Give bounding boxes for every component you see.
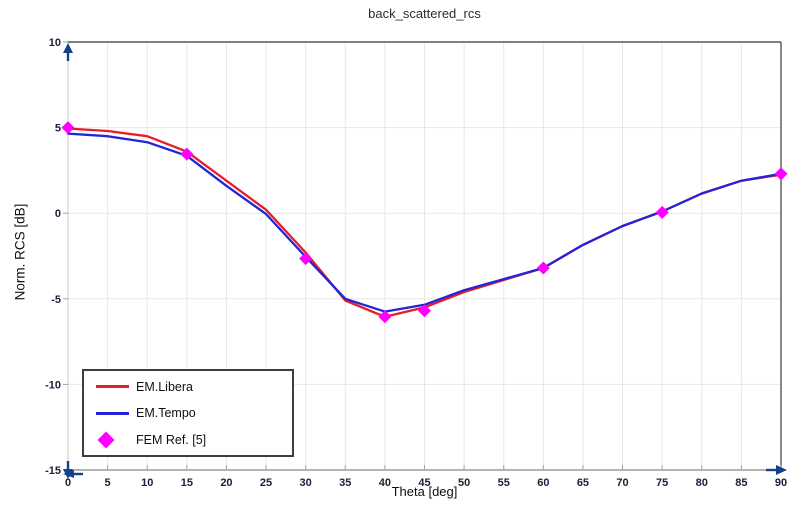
ref-diamond-marker bbox=[180, 147, 194, 161]
ref-diamond-marker bbox=[299, 252, 313, 266]
y-tick-label: -15 bbox=[45, 465, 61, 477]
chart-title: back_scattered_rcs bbox=[368, 6, 481, 21]
chart-legend: EM.Libera EM.Tempo FEM Ref. [5] bbox=[82, 369, 294, 457]
ref-diamond-marker bbox=[61, 121, 75, 135]
ref-diamond-marker bbox=[378, 310, 392, 324]
x-tick-label: 25 bbox=[260, 477, 272, 489]
ref-diamond-marker bbox=[655, 205, 669, 219]
ref-diamond-marker bbox=[774, 167, 788, 181]
x-tick-label: 50 bbox=[458, 477, 470, 489]
diamond-marker-swatch bbox=[97, 431, 115, 448]
x-tick-label: 0 bbox=[65, 477, 71, 489]
y-tick-label: 0 bbox=[55, 208, 61, 220]
x-axis-label: Theta [deg] bbox=[391, 484, 458, 499]
legend-label: EM.Libera bbox=[136, 379, 193, 394]
x-tick-label: 60 bbox=[537, 477, 549, 489]
x-tick-label: 40 bbox=[379, 477, 391, 489]
x-tick-label: 5 bbox=[105, 477, 111, 489]
y-tick-label: 5 bbox=[55, 123, 61, 135]
legend-label: FEM Ref. [5] bbox=[136, 432, 207, 447]
blue-line-swatch bbox=[96, 411, 129, 415]
x-tick-label: 45 bbox=[418, 477, 430, 489]
x-tick-label: 75 bbox=[656, 477, 668, 489]
y-axis-label: Norm. RCS [dB] bbox=[12, 203, 28, 301]
x-tick-label: 15 bbox=[181, 477, 193, 489]
x-tick-label: 10 bbox=[141, 477, 153, 489]
y-axis-top-arrow-icon bbox=[63, 43, 73, 53]
legend-label: EM.Tempo bbox=[136, 406, 196, 420]
x-axis-left-arrow-icon bbox=[63, 470, 74, 478]
x-tick-label: 90 bbox=[775, 477, 787, 489]
ref-diamond-marker bbox=[418, 304, 431, 318]
x-tick-label: 85 bbox=[735, 477, 747, 489]
x-axis-right-arrow-icon bbox=[776, 465, 787, 475]
x-tick-label: 20 bbox=[220, 477, 232, 489]
y-tick-label: -5 bbox=[51, 294, 61, 306]
red-line-swatch bbox=[96, 385, 129, 388]
x-tick-label: 30 bbox=[300, 477, 312, 489]
x-tick-label: 55 bbox=[498, 477, 510, 489]
x-tick-label: 65 bbox=[577, 477, 589, 489]
ref-diamond-marker bbox=[536, 261, 550, 275]
legend-item-em-tempo: EM.Tempo bbox=[96, 402, 292, 424]
legend-item-em-libera: EM.Libera bbox=[96, 376, 292, 398]
x-tick-label: 35 bbox=[339, 477, 351, 489]
y-tick-label: -10 bbox=[45, 379, 61, 391]
x-tick-label: 70 bbox=[616, 477, 628, 489]
legend-swatch-wrap bbox=[96, 431, 129, 448]
x-tick-label: 80 bbox=[696, 477, 708, 489]
y-tick-label: 10 bbox=[49, 37, 61, 49]
legend-item-fem-ref: FEM Ref. [5] bbox=[96, 429, 292, 451]
legend-swatch-wrap bbox=[96, 411, 129, 415]
legend-swatch-wrap bbox=[96, 385, 129, 388]
